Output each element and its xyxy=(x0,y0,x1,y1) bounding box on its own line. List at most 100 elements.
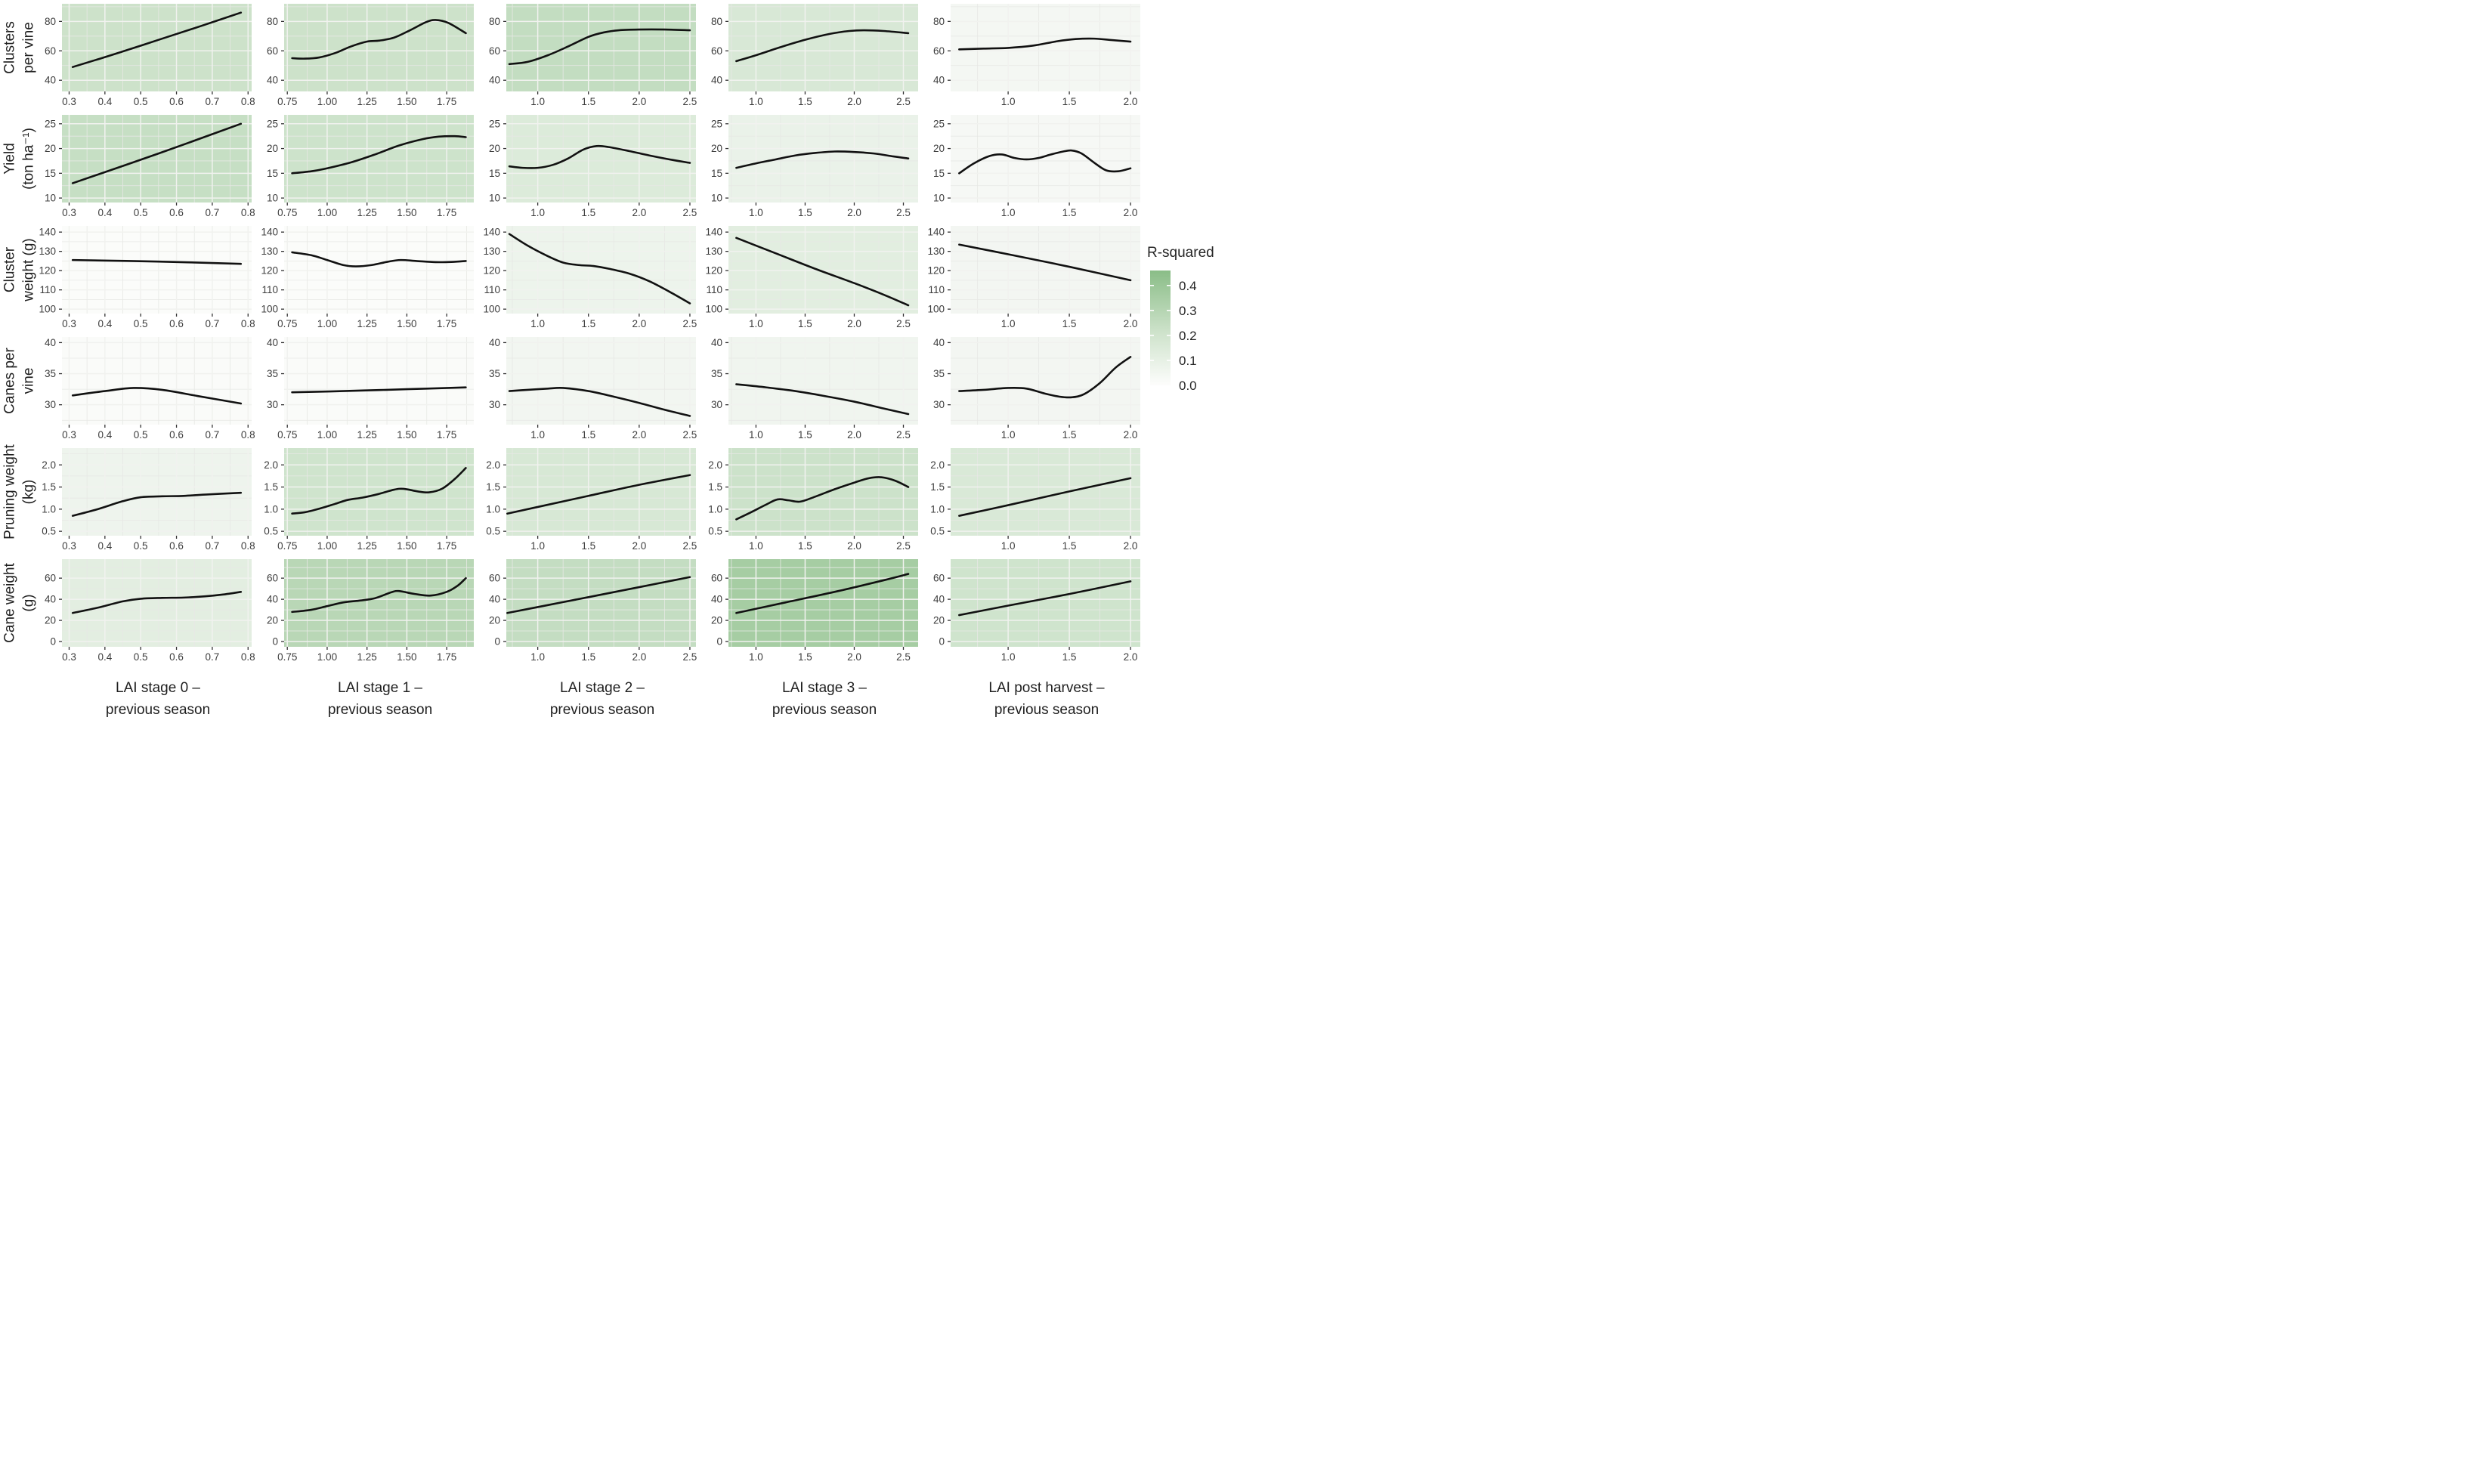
svg-text:30: 30 xyxy=(267,399,278,410)
svg-text:0: 0 xyxy=(716,636,722,648)
svg-text:1.50: 1.50 xyxy=(397,429,416,441)
panel-plot: 0.3 0.4 0.5 0.6 0.7 0.8 10 15 20 25 xyxy=(45,115,255,218)
svg-text:1.50: 1.50 xyxy=(397,540,416,552)
svg-text:1.00: 1.00 xyxy=(317,651,337,663)
svg-text:1.0: 1.0 xyxy=(42,503,56,515)
svg-text:1.0: 1.0 xyxy=(530,318,545,329)
panel-r5c1: 0.3 0.4 0.5 0.6 0.7 0.8 0.5 1.0 1.5 2.0 xyxy=(35,444,257,555)
svg-text:140: 140 xyxy=(261,227,278,238)
svg-text:20: 20 xyxy=(267,615,278,626)
svg-text:130: 130 xyxy=(261,246,278,257)
svg-text:1.5: 1.5 xyxy=(798,207,812,218)
row-label-cluster-weight: Cluster weight (g) xyxy=(2,238,36,301)
svg-text:2.0: 2.0 xyxy=(847,96,861,107)
panel-plot: 1.0 1.5 2.0 2.5 30 35 40 xyxy=(711,337,918,441)
svg-text:1.25: 1.25 xyxy=(357,429,377,441)
svg-text:1.0: 1.0 xyxy=(749,207,763,218)
svg-text:80: 80 xyxy=(711,16,722,27)
svg-text:0.4: 0.4 xyxy=(1179,279,1197,293)
panel-plot: 0.75 1.00 1.25 1.50 1.75 100 110 120 130 140 xyxy=(261,226,474,329)
svg-text:1.0: 1.0 xyxy=(530,429,545,441)
svg-text:0.6: 0.6 xyxy=(169,540,184,552)
svg-text:2.5: 2.5 xyxy=(896,651,911,663)
svg-text:0.4: 0.4 xyxy=(97,651,112,663)
svg-text:0.7: 0.7 xyxy=(206,429,220,441)
panel-r6c1: 0.3 0.4 0.5 0.6 0.7 0.8 0 20 40 60 xyxy=(35,555,257,666)
panel-plot: 1.0 1.5 2.0 2.5 30 35 40 xyxy=(489,337,697,441)
svg-text:0.5: 0.5 xyxy=(930,526,945,537)
svg-text:40: 40 xyxy=(711,337,722,348)
svg-text:15: 15 xyxy=(267,168,278,179)
svg-text:0.75: 0.75 xyxy=(277,651,297,663)
svg-text:2.5: 2.5 xyxy=(683,207,697,218)
svg-text:20: 20 xyxy=(489,143,500,154)
svg-text:0.5: 0.5 xyxy=(264,526,278,537)
panel-r1c3: 1.0 1.5 2.0 2.5 40 60 80 xyxy=(479,0,701,111)
svg-text:1.0: 1.0 xyxy=(530,651,545,663)
svg-text:15: 15 xyxy=(45,168,56,179)
svg-text:2.0: 2.0 xyxy=(1124,540,1138,552)
svg-text:20: 20 xyxy=(711,143,722,154)
panel-plot: 1.0 1.5 2.0 2.5 0 20 40 60 xyxy=(711,559,918,663)
svg-text:1.5: 1.5 xyxy=(798,96,812,107)
svg-text:0: 0 xyxy=(50,636,56,648)
panel-r3c4: 1.0 1.5 2.0 2.5 100 110 120 130 140 xyxy=(701,222,923,333)
panel-plot: 1.0 1.5 2.0 30 35 40 xyxy=(933,337,1140,441)
panel-plot: 1.0 1.5 2.0 2.5 0 20 40 60 xyxy=(489,559,697,663)
svg-text:0.5: 0.5 xyxy=(134,207,148,218)
panel-r3c5: 1.0 1.5 2.0 100 110 120 130 140 xyxy=(923,222,1146,333)
svg-text:100: 100 xyxy=(39,304,56,315)
svg-text:60: 60 xyxy=(267,573,278,584)
row-label-pruning-weight: Pruning weight (kg) xyxy=(2,444,36,539)
panel-r2c3: 1.0 1.5 2.0 2.5 10 15 20 25 xyxy=(479,111,701,222)
svg-text:1.0: 1.0 xyxy=(486,503,500,515)
svg-text:0.8: 0.8 xyxy=(241,651,255,663)
svg-text:0.5: 0.5 xyxy=(134,96,148,107)
panel-plot: 0.75 1.00 1.25 1.50 1.75 30 35 40 xyxy=(267,337,474,441)
svg-text:20: 20 xyxy=(489,615,500,626)
svg-text:1.0: 1.0 xyxy=(1001,207,1016,218)
facet-grid-figure: Clusters per vine Yield (ton ha⁻¹) Cluster… xyxy=(0,0,1234,742)
svg-text:60: 60 xyxy=(45,45,56,57)
svg-text:25: 25 xyxy=(933,118,945,129)
svg-text:2.5: 2.5 xyxy=(896,429,911,441)
svg-text:0: 0 xyxy=(272,636,278,648)
svg-text:40: 40 xyxy=(267,337,278,348)
svg-text:0.3: 0.3 xyxy=(62,96,76,107)
svg-text:0.6: 0.6 xyxy=(169,429,184,441)
svg-text:20: 20 xyxy=(267,143,278,154)
svg-text:1.5: 1.5 xyxy=(581,540,595,552)
svg-text:0.1: 0.1 xyxy=(1179,354,1197,368)
svg-text:1.50: 1.50 xyxy=(397,207,416,218)
svg-text:25: 25 xyxy=(45,118,56,129)
svg-text:1.25: 1.25 xyxy=(357,651,377,663)
svg-text:2.0: 2.0 xyxy=(1124,651,1138,663)
svg-text:2.5: 2.5 xyxy=(896,540,911,552)
svg-text:1.5: 1.5 xyxy=(264,481,278,493)
svg-text:1.75: 1.75 xyxy=(437,651,456,663)
svg-text:0.3: 0.3 xyxy=(62,540,76,552)
svg-text:80: 80 xyxy=(45,16,56,27)
svg-text:35: 35 xyxy=(45,368,56,379)
panel-plot: 1.0 1.5 2.0 2.5 10 15 20 25 xyxy=(489,115,697,218)
panel-r1c4: 1.0 1.5 2.0 2.5 40 60 80 xyxy=(701,0,923,111)
svg-text:25: 25 xyxy=(267,118,278,129)
svg-text:20: 20 xyxy=(933,615,945,626)
svg-text:2.0: 2.0 xyxy=(930,459,945,471)
svg-text:0.0: 0.0 xyxy=(1179,379,1197,393)
svg-text:140: 140 xyxy=(927,227,945,238)
svg-text:1.5: 1.5 xyxy=(798,651,812,663)
svg-text:2.0: 2.0 xyxy=(1124,207,1138,218)
svg-text:2.0: 2.0 xyxy=(632,318,646,329)
svg-text:1.50: 1.50 xyxy=(397,318,416,329)
svg-text:2.5: 2.5 xyxy=(683,429,697,441)
panel-r5c3: 1.0 1.5 2.0 2.5 0.5 1.0 1.5 2.0 xyxy=(479,444,701,555)
svg-text:100: 100 xyxy=(261,304,278,315)
panel-plot: 1.0 1.5 2.0 0 20 40 60 xyxy=(933,559,1140,663)
panel-plot: 0.3 0.4 0.5 0.6 0.7 0.8 0.5 1.0 1.5 2.0 xyxy=(42,448,255,552)
svg-text:35: 35 xyxy=(933,368,945,379)
panel-plot: 0.3 0.4 0.5 0.6 0.7 0.8 0 20 40 60 xyxy=(45,559,255,663)
panel-plot: 1.0 1.5 2.0 2.5 40 60 80 xyxy=(711,4,918,107)
panel-r6c2: 0.75 1.00 1.25 1.50 1.75 0 20 40 60 xyxy=(257,555,479,666)
svg-text:1.5: 1.5 xyxy=(1062,540,1077,552)
